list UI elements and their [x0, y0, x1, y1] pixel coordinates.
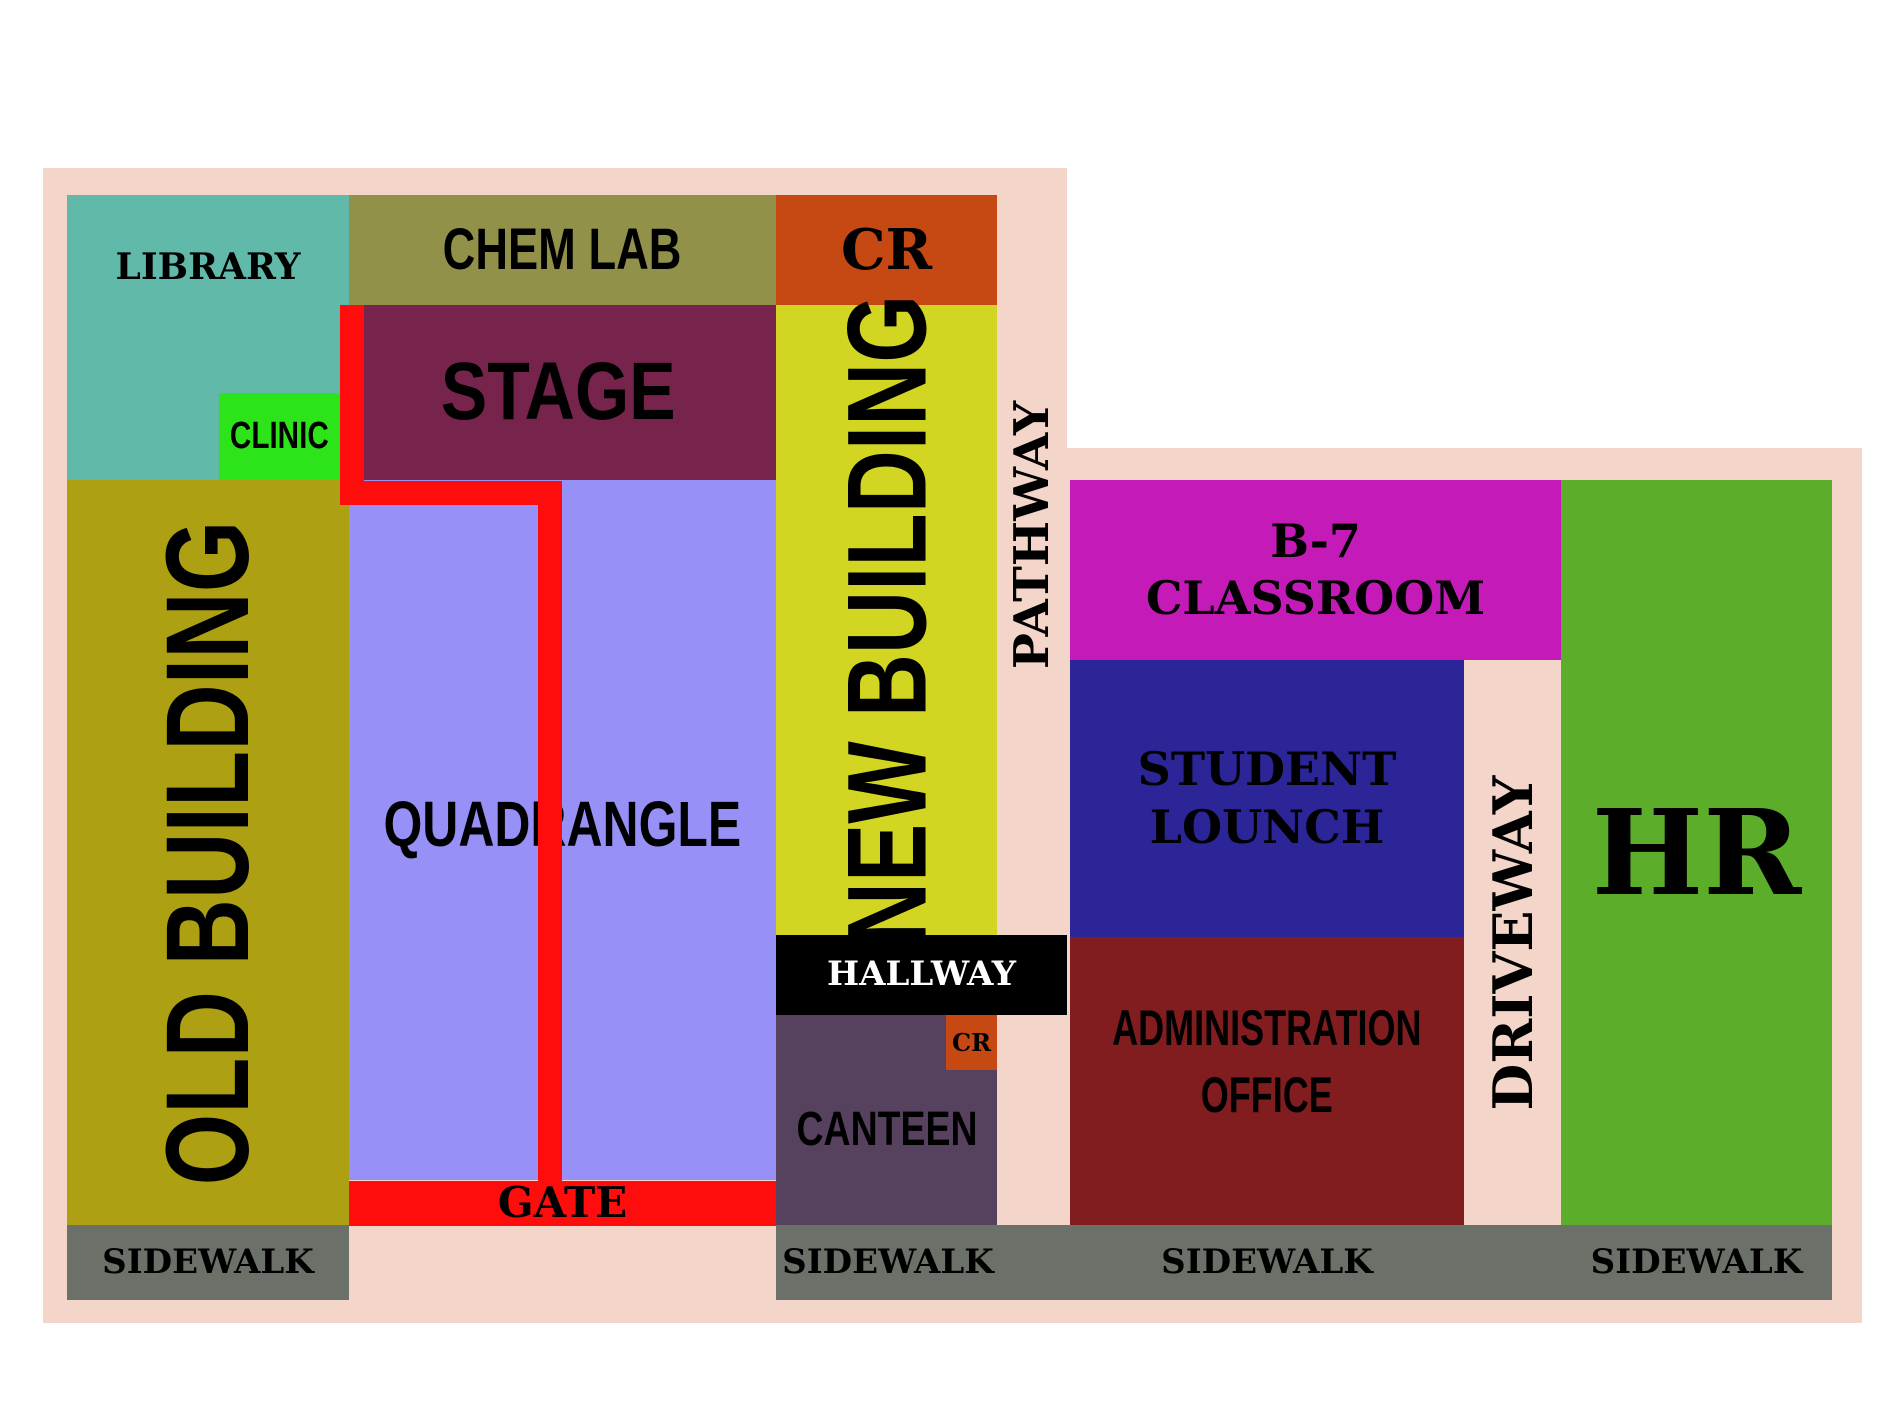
- chem-lab-label: CHEM LAB: [443, 216, 682, 282]
- stage-label: STAGE: [440, 346, 676, 438]
- new-building-label: NEW BUILDING: [824, 294, 949, 946]
- driveway-label: DRIVEWAY: [1480, 775, 1545, 1110]
- hallway-label: HALLWAY: [827, 954, 1016, 995]
- clinic[interactable]: CLINIC: [219, 393, 340, 480]
- gate[interactable]: GATE: [349, 1181, 776, 1226]
- b7-classroom-label: B-7 CLASSROOM: [1145, 513, 1486, 626]
- cr-top-label: CR: [840, 216, 933, 283]
- hr-label: HR: [1591, 782, 1802, 922]
- b7-classroom[interactable]: B-7 CLASSROOM: [1070, 480, 1561, 660]
- canteen-label: CANTEEN: [796, 1102, 977, 1156]
- pathway[interactable]: PATHWAY: [997, 370, 1067, 700]
- sidewalk-canteen-label: SIDEWALK: [782, 1241, 994, 1282]
- sidewalk-left[interactable]: SIDEWALK: [67, 1225, 349, 1300]
- sidewalk-left-label: SIDEWALK: [102, 1241, 314, 1282]
- route-segment-horizontal: [340, 481, 562, 505]
- pathway-label: PATHWAY: [1004, 400, 1060, 670]
- hallway[interactable]: HALLWAY: [776, 935, 1067, 1015]
- quadrangle-label: QUADRANGLE: [383, 788, 742, 861]
- gate-label: GATE: [497, 1178, 628, 1228]
- administration-office-label: ADMINISTRATION OFFICE: [1112, 999, 1422, 1124]
- quadrangle[interactable]: QUADRANGLE: [349, 480, 776, 1180]
- cr-top[interactable]: CR: [776, 195, 997, 305]
- driveway[interactable]: DRIVEWAY: [1464, 660, 1561, 1225]
- student-lounch-label: STUDENT LOUNCH: [1137, 742, 1397, 854]
- cr-canteen-label: CR: [951, 1027, 992, 1057]
- route-segment-vertical-upper: [340, 305, 364, 505]
- new-building[interactable]: NEW BUILDING: [776, 295, 997, 945]
- clinic-label: CLINIC: [230, 414, 329, 457]
- hr[interactable]: HR: [1561, 480, 1832, 1225]
- sidewalk-bottom[interactable]: SIDEWALK SIDEWALK SIDEWALK: [776, 1225, 1832, 1300]
- old-building[interactable]: OLD BUILDING: [67, 480, 349, 1225]
- old-building-label: OLD BUILDING: [142, 520, 274, 1185]
- cr-canteen[interactable]: CR: [946, 1015, 997, 1070]
- chem-lab[interactable]: CHEM LAB: [349, 195, 776, 305]
- student-lounch[interactable]: STUDENT LOUNCH: [1070, 660, 1464, 937]
- route-segment-vertical-lower: [538, 481, 562, 1201]
- sidewalk-hr-label: SIDEWALK: [1590, 1241, 1803, 1282]
- stage[interactable]: STAGE: [340, 305, 776, 480]
- sidewalk-admin-label: SIDEWALK: [1161, 1241, 1373, 1282]
- administration-office[interactable]: ADMINISTRATION OFFICE: [1070, 937, 1464, 1225]
- library-label: LIBRARY: [115, 246, 301, 289]
